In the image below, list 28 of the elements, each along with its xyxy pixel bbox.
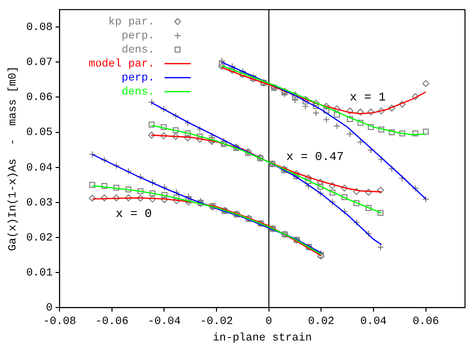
y-tick-label: 0.03: [26, 197, 53, 210]
x-tick-label: 0: [266, 316, 272, 328]
legend-label: kp par.: [108, 16, 155, 29]
legend-label: dens.: [122, 86, 155, 99]
x-tick-label: 0.02: [308, 316, 334, 328]
y-tick-label: 0: [46, 302, 53, 315]
x-tick-label: -0.06: [95, 316, 128, 328]
x-tick-label: -0.02: [200, 316, 234, 328]
x-tick-label: 0.04: [360, 316, 388, 328]
x-tick-label: 0.06: [412, 316, 439, 328]
annotation: x = 1: [350, 90, 386, 104]
y-tick-label: 0.02: [26, 232, 53, 244]
y-axis-title: Ga(x)In(1-x)As - mass [m0]: [8, 66, 20, 252]
annotation: x = 0: [116, 206, 152, 221]
y-tick-label: 0.06: [26, 92, 53, 104]
x-tick-label: -0.04: [148, 316, 182, 328]
x-axis-title: in-plane strain: [212, 332, 312, 344]
legend-label: perp.: [122, 30, 155, 43]
y-tick-label: 0.01: [26, 267, 53, 280]
legend-label: dens.: [122, 44, 155, 57]
y-tick-label: 0.08: [26, 22, 53, 34]
y-tick-label: 0.05: [26, 127, 53, 140]
y-tick-label: 0.04: [26, 162, 53, 174]
legend-label: model par.: [88, 58, 155, 71]
y-tick-label: 0.07: [26, 57, 53, 70]
annotation: x = 0.47: [286, 150, 344, 164]
legend-label: perp.: [122, 72, 155, 85]
x-tick-label: -0.08: [43, 316, 76, 328]
